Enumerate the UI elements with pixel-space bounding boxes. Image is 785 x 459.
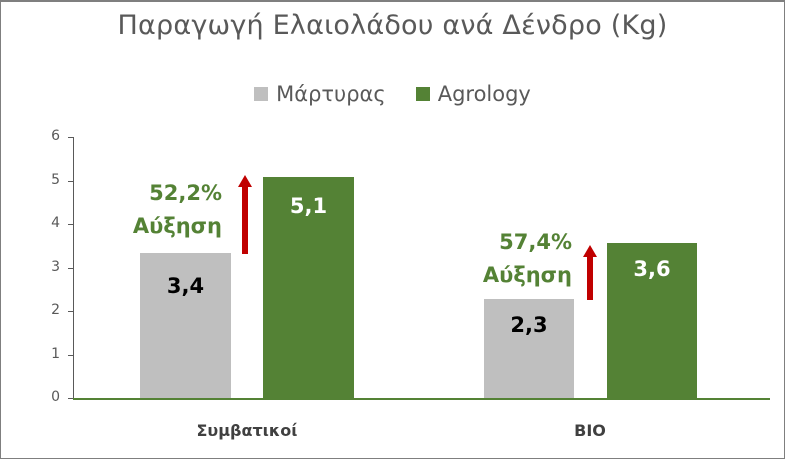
increase-text: Αύξηση: [482, 263, 572, 287]
bar-agrology-bio: 3,6: [607, 243, 697, 398]
up-arrow-icon: [238, 175, 252, 254]
y-tick-label: 4: [51, 215, 60, 231]
increase-annotation-bio: 57,4% Αύξηση: [464, 226, 572, 292]
legend-item-martyras: Μάρτυρας: [254, 82, 386, 106]
y-tick-label: 2: [51, 302, 60, 318]
increase-percent: 52,2%: [149, 181, 222, 205]
legend-swatch-gray: [254, 87, 269, 101]
y-tick: [68, 181, 73, 182]
increase-annotation-symvatikoi: 52,2% Αύξηση: [118, 177, 222, 243]
legend-label: Μάρτυρας: [276, 82, 386, 106]
y-tick-label: 1: [51, 346, 60, 362]
increase-percent: 57,4%: [499, 230, 572, 254]
bar-value-label: 3,6: [633, 257, 671, 281]
legend-item-agrology: Agrology: [415, 82, 531, 106]
legend: Μάρτυρας Agrology: [0, 82, 785, 106]
y-tick-label: 3: [51, 259, 60, 275]
x-category-label: BIO: [574, 421, 606, 440]
y-tick-label: 6: [51, 128, 60, 144]
y-tick: [68, 311, 73, 312]
y-tick-label: 0: [51, 389, 60, 405]
y-tick: [68, 268, 73, 269]
bar-martyras-bio: 2,3: [484, 299, 574, 398]
y-axis: [73, 137, 74, 399]
bar-martyras-symvatikoi: 3,4: [140, 253, 231, 398]
y-tick: [68, 137, 73, 138]
bar-value-label: 2,3: [510, 313, 548, 337]
x-axis: [73, 398, 770, 400]
bar-value-label: 3,4: [166, 274, 205, 298]
increase-text: Αύξηση: [132, 214, 222, 238]
x-category-label: Συμβατικοί: [196, 421, 298, 440]
y-tick: [68, 355, 73, 356]
y-tick: [68, 224, 73, 225]
chart-title: Παραγωγή Ελαιολάδου ανά Δένδρο (Kg): [117, 10, 668, 41]
legend-label: Agrology: [437, 82, 531, 106]
y-tick-label: 5: [51, 172, 60, 188]
up-arrow-icon: [583, 245, 597, 300]
bar-agrology-symvatikoi: 5,1: [263, 177, 354, 398]
y-tick: [68, 398, 73, 399]
legend-swatch-green: [415, 87, 430, 101]
bar-value-label: 5,1: [289, 194, 328, 218]
